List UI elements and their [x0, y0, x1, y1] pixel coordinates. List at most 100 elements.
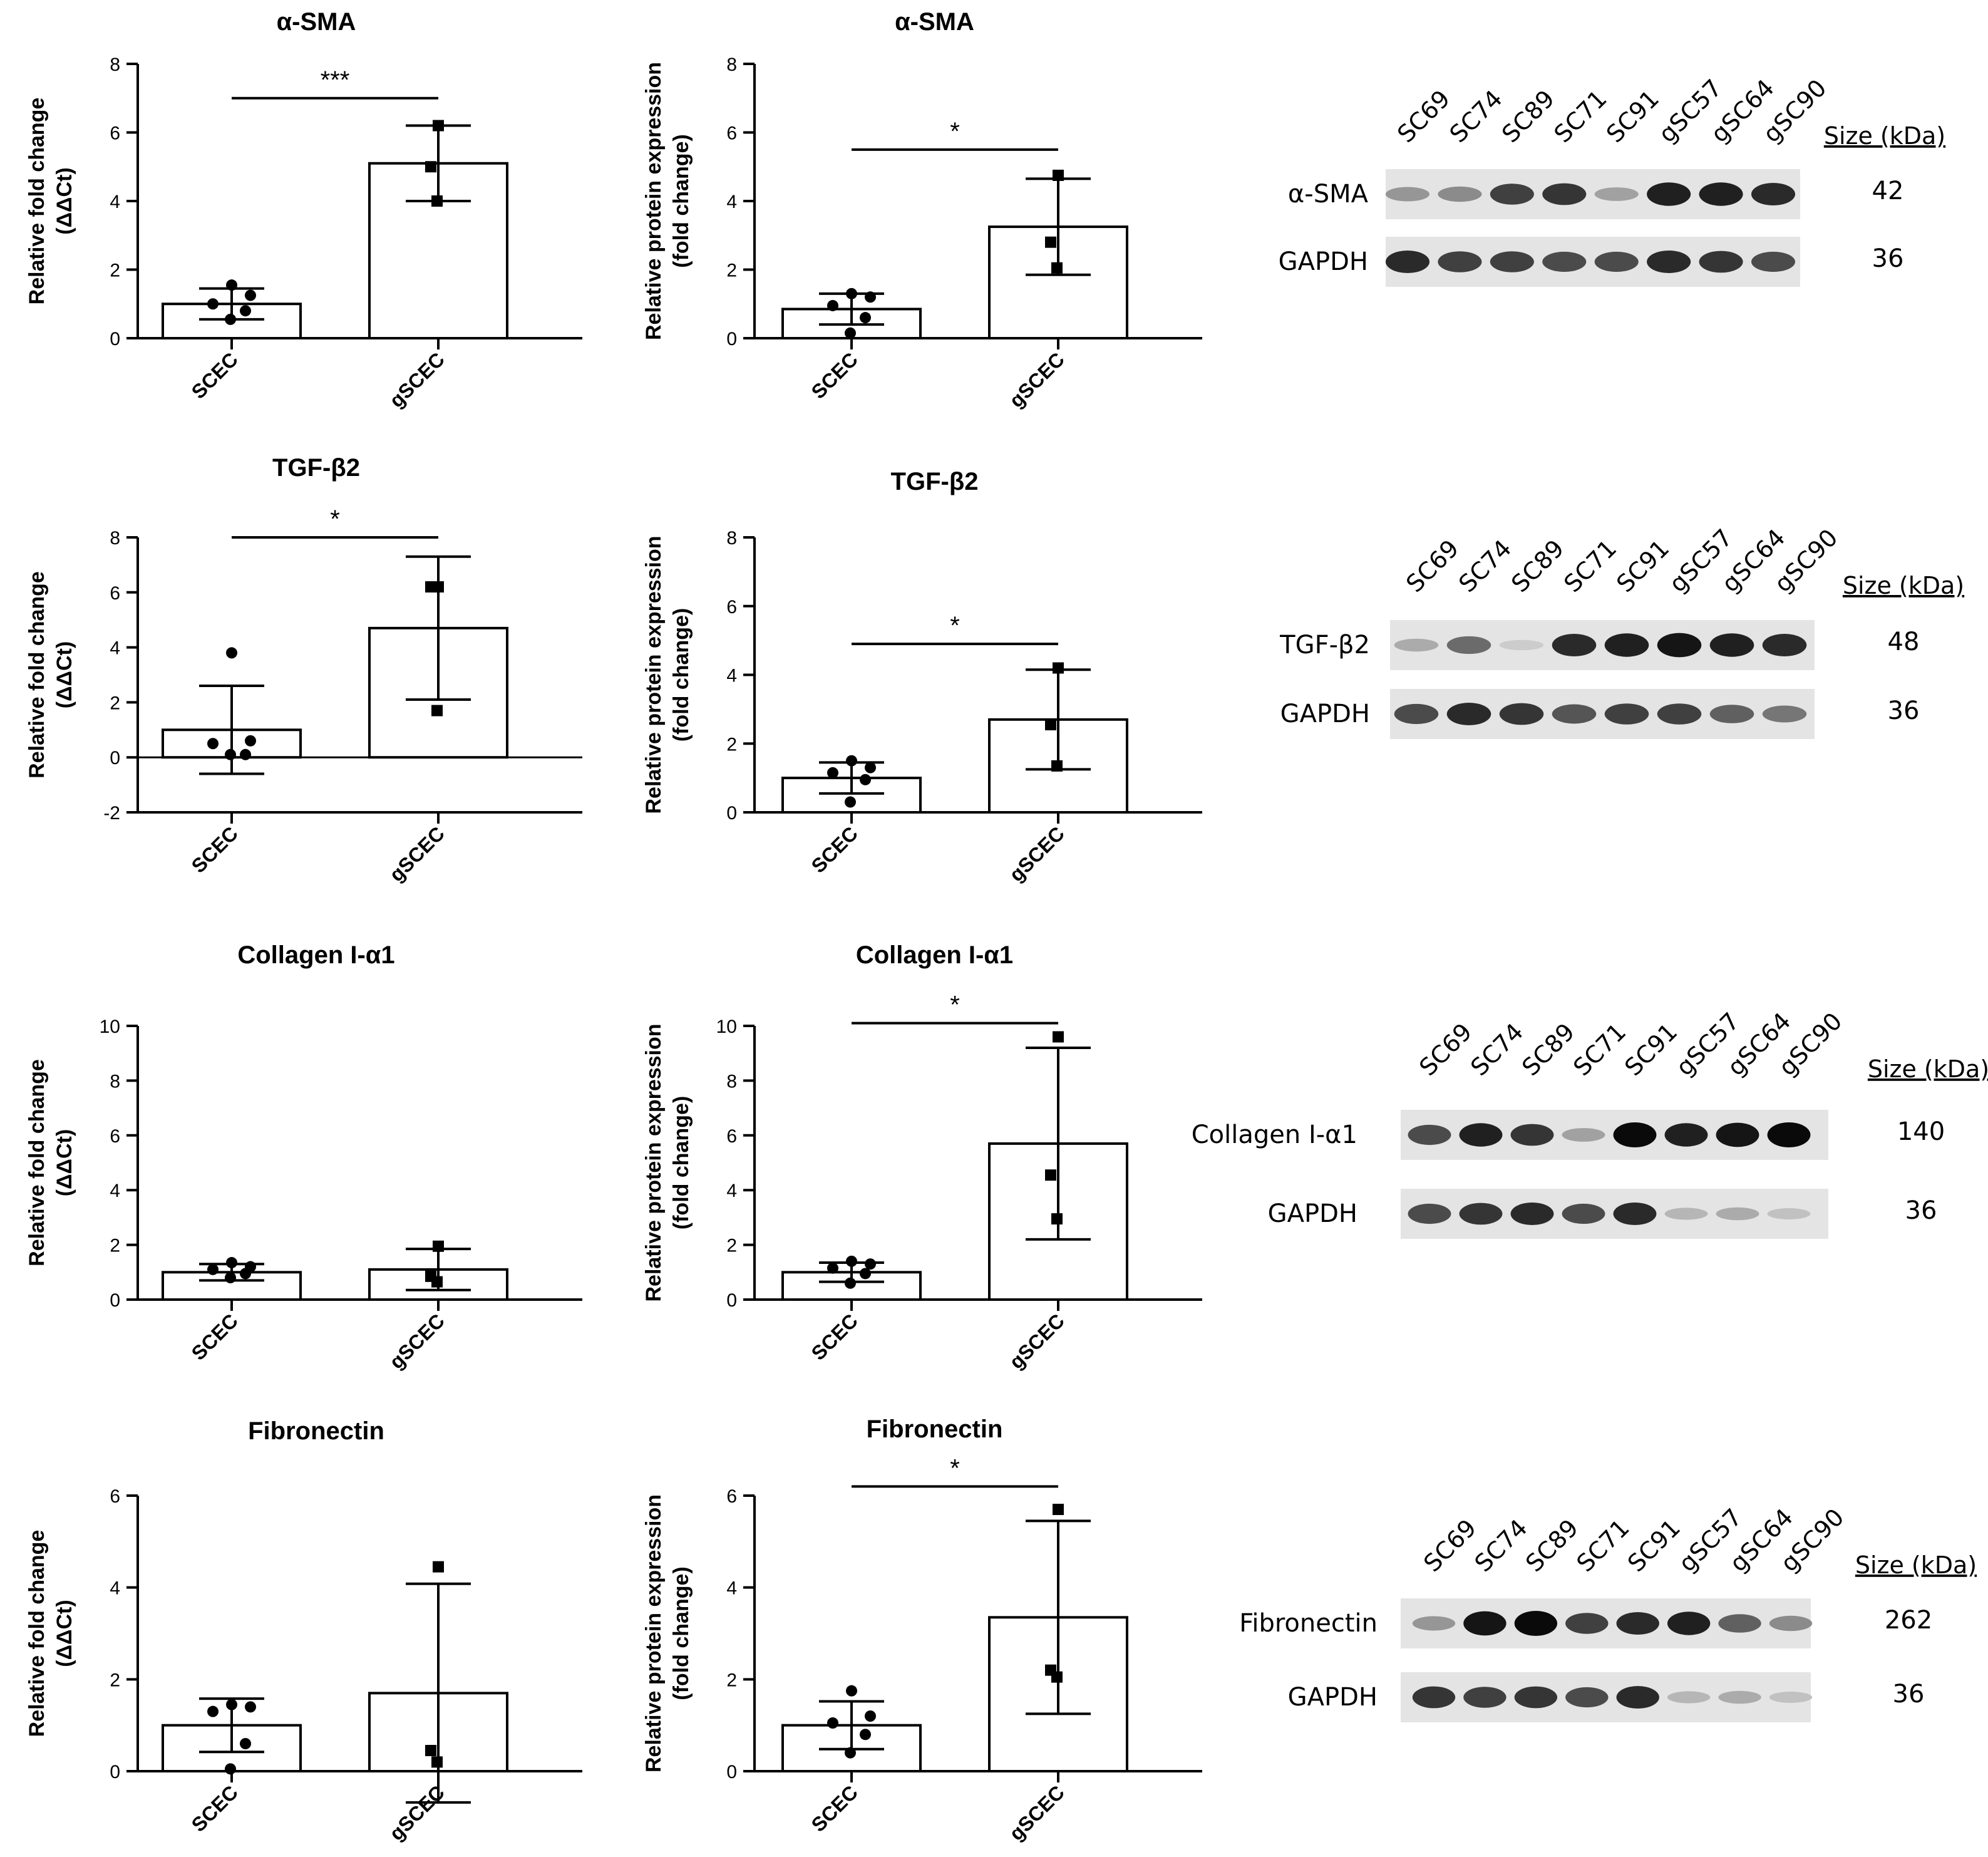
y-axis-label: Relative protein expression (fold change) [642, 62, 693, 340]
lane-label: SC69 [1392, 85, 1455, 148]
blot-band [1565, 1613, 1609, 1634]
blot-band [1385, 250, 1430, 274]
lane-label: SC71 [1568, 1018, 1631, 1081]
blot-band [1647, 182, 1691, 206]
blot-band [1542, 183, 1587, 205]
blot-band [1604, 633, 1649, 657]
blot-band [1769, 1692, 1813, 1703]
x-tick-label-group: gSCEC [1005, 348, 1069, 411]
data-point [425, 1745, 436, 1756]
y-axis-label: Relative fold change (ΔΔCt) [25, 571, 76, 778]
chart-title: α-SMA [277, 8, 356, 36]
y-tick-label: 0 [726, 1290, 737, 1311]
blot-row-label: GAPDH [1279, 247, 1368, 276]
lane-label: SC71 [1572, 1514, 1635, 1577]
size-header: Size (kDa) [1855, 1551, 1977, 1579]
x-tick-label-group: SCEC [807, 1309, 862, 1364]
y-axis-label: Relative fold change (ΔΔCt) [25, 98, 76, 305]
blot-band [1657, 633, 1702, 658]
blot-band [1394, 703, 1439, 725]
data-point [1051, 760, 1063, 772]
lane-label: SC89 [1517, 1018, 1580, 1081]
blot-size-value: 36 [1893, 1680, 1925, 1709]
data-point [865, 291, 876, 303]
data-point [425, 161, 436, 173]
data-point [1045, 236, 1056, 248]
y-axis-label: Relative protein expression (fold change) [642, 1494, 693, 1772]
chart-title: TGF-β2 [891, 468, 979, 495]
lane-label-group: SC69 [1418, 1514, 1481, 1577]
y-axis-label: Relative fold change (ΔΔCt) [25, 1059, 76, 1266]
data-point [1045, 719, 1056, 731]
blot-band [1510, 1202, 1554, 1226]
lane-label-group: SC71 [1568, 1018, 1631, 1081]
data-point [225, 1272, 236, 1284]
y-axis-label-line: (fold change) [669, 608, 693, 742]
data-point [207, 1705, 219, 1717]
blot-row-label: α-SMA [1288, 180, 1369, 209]
lane-label: SC74 [1470, 1514, 1533, 1577]
data-point [226, 1257, 237, 1269]
lane-label: SC69 [1414, 1018, 1477, 1081]
y-axis-label-line: Relative protein expression [642, 535, 666, 814]
y-tick-label: 6 [726, 1126, 737, 1147]
x-tick-label: SCEC [187, 1309, 242, 1364]
y-tick-label: 4 [726, 192, 737, 212]
lane-label: SC69 [1418, 1514, 1481, 1577]
blot-row-label: GAPDH [1280, 700, 1370, 728]
blot-band [1594, 251, 1639, 272]
lane-label: SC74 [1445, 85, 1508, 148]
blot-band [1699, 182, 1743, 206]
y-tick-label: 8 [726, 54, 737, 75]
data-point [845, 1747, 856, 1759]
blot-band [1499, 639, 1544, 651]
data-point [225, 748, 236, 760]
data-point [240, 1268, 251, 1280]
data-point [226, 279, 237, 291]
western-blot: SC69SC74SC89SC71SC91gSC57gSC64gSC90Size … [1279, 74, 1945, 287]
lane-label-group: SC74 [1465, 1018, 1528, 1081]
blot-band [1412, 1686, 1456, 1709]
lane-label-group: SC89 [1506, 534, 1569, 597]
data-point [431, 1276, 443, 1288]
lane-label: SC89 [1496, 85, 1560, 148]
lane-label-group: SC69 [1414, 1018, 1477, 1081]
x-tick-label-group: gSCEC [385, 1309, 449, 1373]
lane-label-group: SC74 [1453, 534, 1517, 597]
data-point [827, 1717, 838, 1729]
blot-size-value: 36 [1905, 1196, 1937, 1225]
y-tick-label: 6 [726, 1486, 737, 1507]
blot-band [1616, 1685, 1659, 1709]
blot-band [1408, 1203, 1451, 1224]
x-tick-label: gSCEC [1005, 1781, 1069, 1844]
lane-label-group: SC91 [1622, 1514, 1686, 1577]
x-tick-label: SCEC [807, 348, 862, 403]
y-tick-label: 6 [110, 1486, 120, 1507]
lane-label-group: SC74 [1445, 85, 1508, 148]
y-tick-label: 2 [726, 1670, 737, 1690]
lane-label-group: SC89 [1517, 1018, 1580, 1081]
y-tick-label: 8 [110, 528, 120, 549]
y-axis-label: Relative protein expression (fold change) [642, 535, 693, 814]
data-point [207, 738, 219, 750]
data-point [846, 1255, 857, 1267]
y-axis-label-line: Relative fold change [25, 1059, 49, 1266]
lane-label-group: SC71 [1549, 85, 1612, 148]
x-tick-label: gSCEC [1005, 1309, 1069, 1373]
x-tick-label-group: gSCEC [1005, 822, 1069, 886]
x-tick-label-group: SCEC [187, 1309, 242, 1364]
lane-label: SC91 [1601, 85, 1664, 148]
lane-label-group: SC89 [1496, 85, 1560, 148]
chart-panel: TGF-β2 0 2 4 6 8 Relative protein expression (f… [642, 468, 1202, 886]
data-point [865, 762, 876, 773]
data-point [226, 1699, 237, 1710]
blot-band [1463, 1687, 1506, 1708]
blot-band [1542, 251, 1587, 272]
blot-band [1767, 1122, 1811, 1147]
data-point [245, 735, 256, 747]
blot-band [1613, 1202, 1657, 1226]
lane-label: SC89 [1506, 534, 1569, 597]
data-point [240, 1738, 251, 1749]
blot-band [1552, 633, 1597, 657]
